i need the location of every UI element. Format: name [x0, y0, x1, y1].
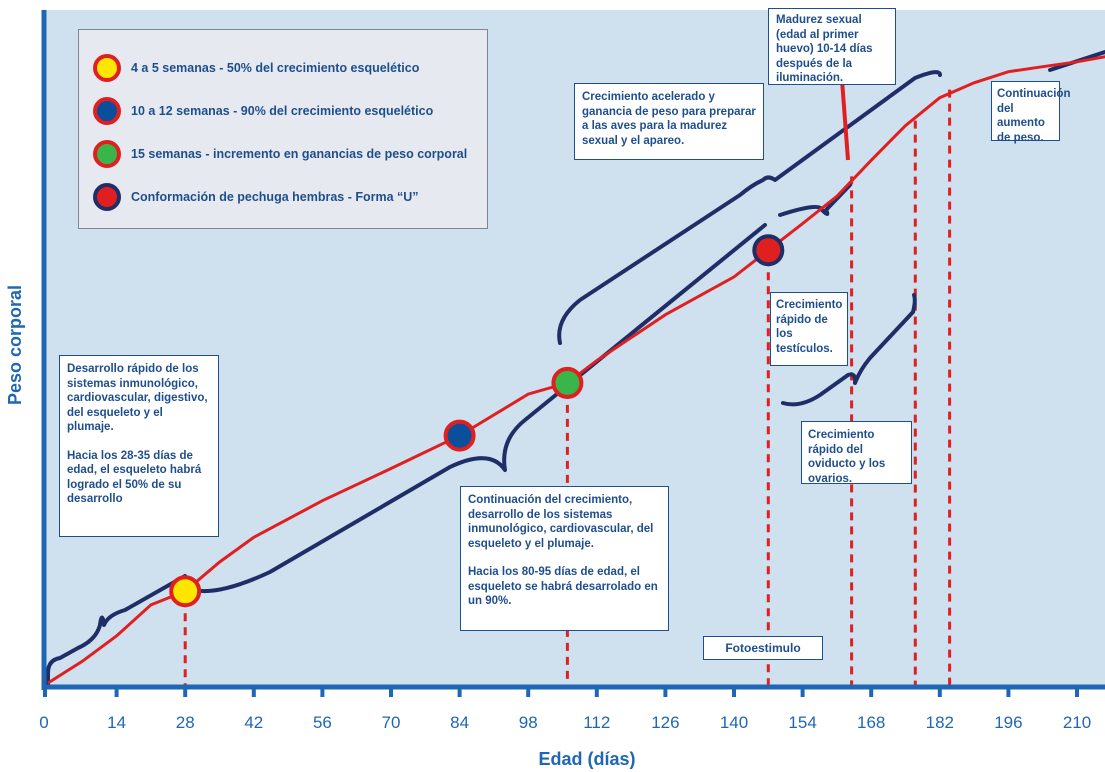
- annotation-weight-continuation: Continuación del aumento de peso.: [991, 81, 1070, 144]
- brace-early: [46, 574, 187, 687]
- annotation-mid-development: Continuación del crecimiento, desarrollo…: [460, 486, 669, 631]
- brace-mid: [183, 223, 767, 594]
- x-tick-label: 14: [107, 713, 126, 732]
- annotation-text: Continuación del aumento de peso.: [997, 88, 1071, 144]
- annotation-testicle-growth: Crecimiento rápido de los testículos.: [770, 292, 848, 366]
- annotation-accelerated-growth: Crecimiento acelerado y ganancia de peso…: [574, 83, 764, 160]
- marker-red: [752, 234, 785, 267]
- x-tick-label: 154: [788, 713, 816, 732]
- milestone-markers: [169, 234, 785, 608]
- green-dot-icon: [93, 140, 121, 168]
- blue-dot-icon: [93, 97, 121, 125]
- x-tick-label: 28: [176, 713, 195, 732]
- x-tick-label: 42: [244, 713, 263, 732]
- x-tick-label: 210: [1063, 713, 1091, 732]
- x-tick-label: 112: [583, 713, 610, 732]
- x-tick-label: 0: [39, 713, 48, 732]
- annotation-text: Hacia los 28-35 días de edad, el esquele…: [67, 449, 202, 506]
- legend: 4 a 5 semanas - 50% del crecimiento esqu…: [78, 29, 488, 229]
- x-tick-label: 126: [651, 713, 679, 732]
- x-tick-label: 98: [519, 713, 538, 732]
- y-axis-title: Peso corporal: [5, 285, 25, 405]
- x-tick-label: 70: [382, 713, 401, 732]
- annotation-text: Madurez sexual (edad al primer huevo) 10…: [776, 14, 873, 84]
- annotation-text: Crecimiento rápido de los testículos.: [776, 299, 843, 355]
- x-tick-label: 182: [926, 713, 954, 732]
- legend-label: Conformación de pechuga hembras - Forma …: [131, 190, 419, 204]
- brace-oviduct: [781, 293, 917, 407]
- photostimulation-label: Fotoestimulo: [703, 636, 823, 660]
- legend-label: 10 a 12 semanas - 90% del crecimiento es…: [131, 104, 434, 118]
- x-tick-label: 140: [720, 713, 748, 732]
- annotation-text: Hacia los 80-95 días de edad, el esquele…: [468, 566, 658, 607]
- yellow-dot-icon: [93, 54, 121, 82]
- legend-label: 15 semanas - incremento en ganancias de …: [131, 147, 468, 161]
- marker-blue: [443, 419, 476, 452]
- legend-item-50pct: 4 a 5 semanas - 50% del crecimiento esqu…: [93, 51, 419, 85]
- annotation-text: Desarrollo rápido de los sistemas inmuno…: [67, 363, 208, 433]
- annotation-text: Continuación del crecimiento, desarrollo…: [468, 494, 654, 550]
- x-tick-group: 0 14 28 42 56 70 84 98 112 126 140 154 168 182 196 210: [39, 687, 1091, 732]
- annotation-text: Crecimiento acelerado y ganancia de peso…: [582, 91, 756, 147]
- annotation-sexual-maturity: Madurez sexual (edad al primer huevo) 10…: [768, 8, 896, 85]
- x-axis-title: Edad (días): [538, 749, 635, 769]
- legend-item-90pct: 10 a 12 semanas - 90% del crecimiento es…: [93, 94, 433, 128]
- x-tick-label: 196: [994, 713, 1022, 732]
- legend-item-breast: Conformación de pechuga hembras - Forma …: [93, 180, 419, 214]
- annotation-oviduct-growth: Crecimiento rápido del oviducto y los ov…: [801, 421, 912, 485]
- maturity-pointer-line: [840, 79, 850, 161]
- x-tick-label: 84: [450, 713, 469, 732]
- legend-item-weight: 15 semanas - incremento en ganancias de …: [93, 137, 467, 171]
- brace-accelerated: [557, 70, 942, 345]
- red-dot-icon: [93, 183, 121, 211]
- marker-yellow: [169, 575, 202, 608]
- annotation-early-development: Desarrollo rápido de los sistemas inmuno…: [59, 355, 219, 537]
- x-tick-label: 56: [313, 713, 332, 732]
- annotation-text: Crecimiento rápido del oviducto y los ov…: [808, 429, 886, 485]
- x-tick-label: 168: [857, 713, 885, 732]
- legend-label: 4 a 5 semanas - 50% del crecimiento esqu…: [131, 61, 420, 75]
- marker-green: [551, 366, 584, 399]
